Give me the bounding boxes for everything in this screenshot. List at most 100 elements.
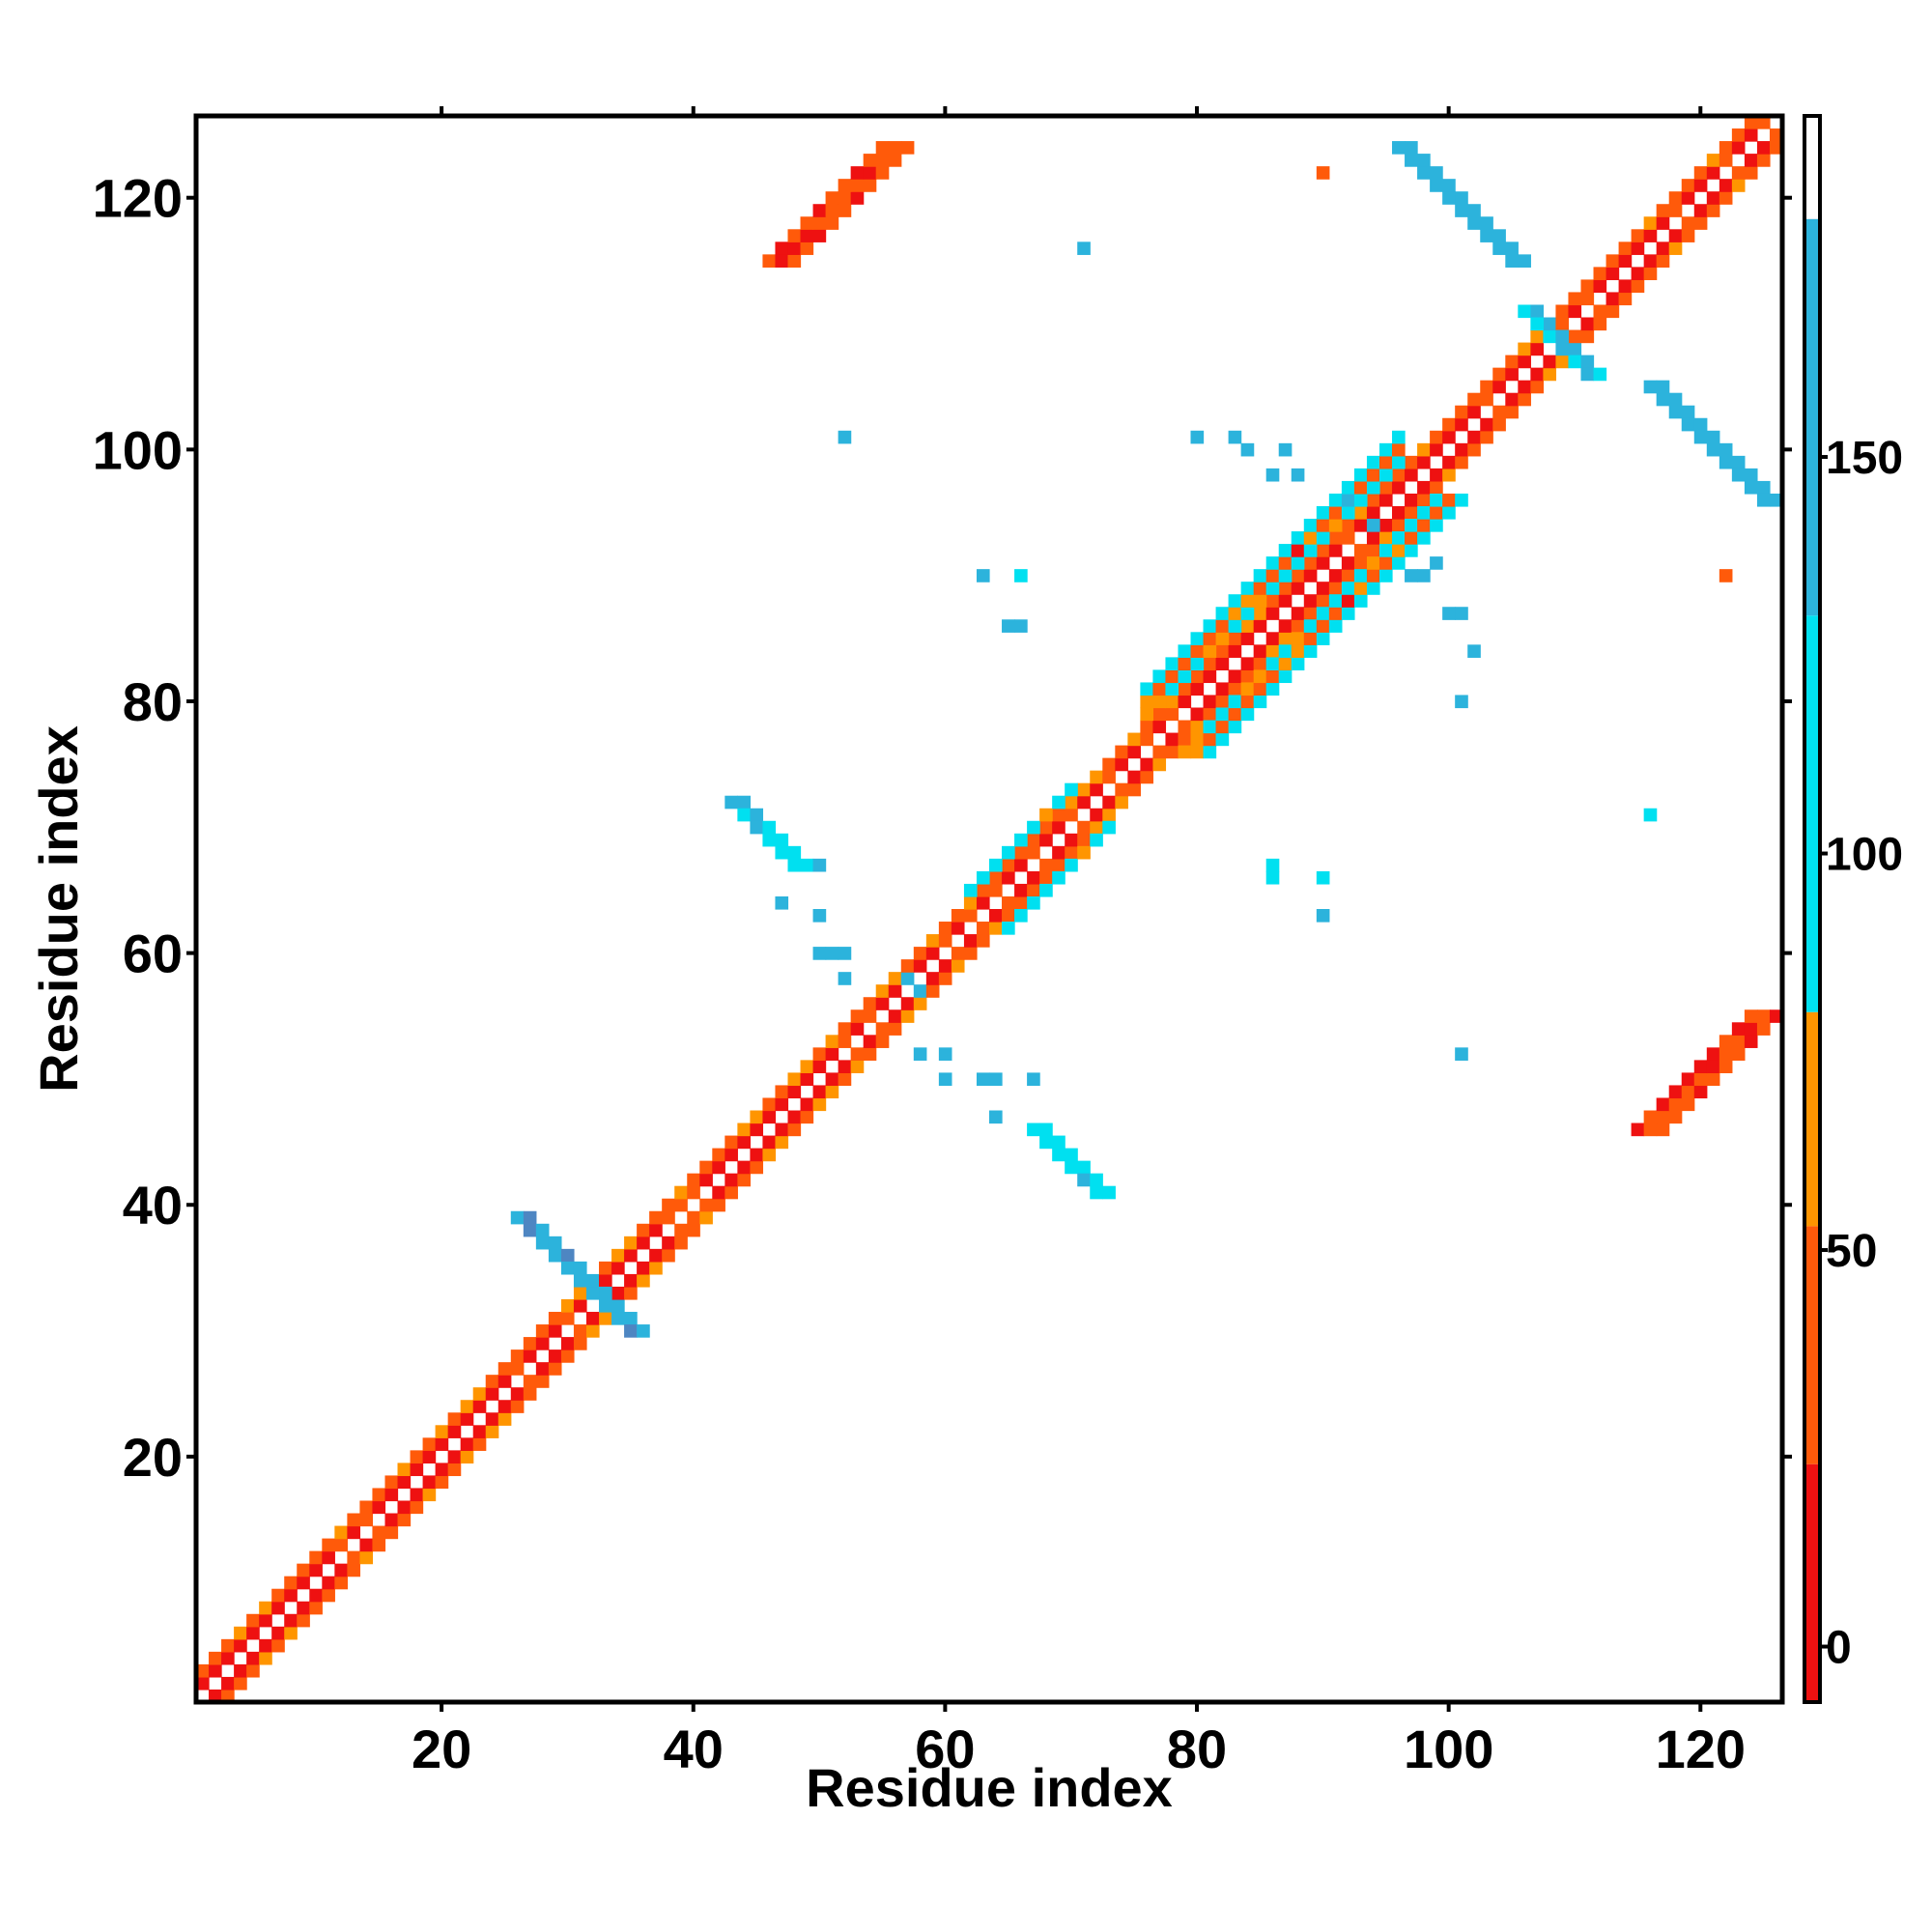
heatmap-cell: [372, 1538, 386, 1552]
heatmap-cell: [1480, 430, 1493, 444]
heatmap-cell: [624, 1312, 638, 1325]
heatmap-cell: [1278, 582, 1293, 595]
heatmap-cell: [1291, 644, 1305, 658]
heatmap-cell: [1719, 455, 1733, 469]
colorbar-band: [1804, 615, 1820, 1012]
heatmap-cell: [1681, 1097, 1695, 1112]
heatmap-cell: [1568, 292, 1582, 306]
heatmap-cell: [838, 1022, 852, 1036]
heatmap-cell: [1140, 720, 1154, 734]
heatmap-cell: [1039, 870, 1053, 885]
heatmap-cell: [1228, 669, 1242, 684]
heatmap-cell: [573, 1324, 587, 1338]
heatmap-cell: [800, 242, 814, 255]
heatmap-cell: [1328, 544, 1343, 557]
heatmap-cell: [1265, 858, 1280, 872]
heatmap-cell: [1203, 644, 1217, 658]
heatmap-cell: [1656, 254, 1670, 268]
heatmap-cell: [334, 1576, 348, 1590]
heatmap-cell: [334, 1525, 348, 1540]
heatmap-cell: [1102, 757, 1116, 772]
heatmap-cell: [1378, 531, 1393, 545]
heatmap-cell: [787, 845, 802, 860]
x-tick-label: 100: [1404, 1719, 1493, 1779]
heatmap-cell: [1467, 644, 1481, 658]
heatmap-cell: [1140, 770, 1154, 784]
heatmap-cell: [750, 808, 764, 822]
heatmap-cell: [1681, 216, 1695, 230]
heatmap-cell: [913, 997, 927, 1010]
heatmap-cell: [1366, 455, 1380, 469]
heatmap-cell: [611, 1286, 625, 1300]
heatmap-cell: [1492, 367, 1506, 382]
heatmap-cell: [472, 1387, 487, 1401]
heatmap-cell: [951, 922, 965, 935]
heatmap-cell: [1152, 682, 1167, 696]
heatmap-cell: [535, 1223, 550, 1237]
heatmap-cell: [1719, 191, 1733, 205]
heatmap-cell: [1366, 519, 1380, 532]
heatmap-cell: [359, 1550, 374, 1565]
heatmap-cell: [1291, 556, 1305, 570]
heatmap-cell: [523, 1223, 537, 1237]
heatmap-cell: [1378, 455, 1393, 469]
heatmap-cell: [1228, 594, 1242, 608]
heatmap-cell: [1265, 556, 1280, 570]
heatmap-cell: [560, 1261, 575, 1275]
heatmap-cell: [209, 1663, 222, 1678]
heatmap-cell: [460, 1450, 474, 1463]
heatmap-cell: [1706, 1072, 1720, 1087]
colorbar-tick-label: 0: [1826, 1623, 1852, 1674]
heatmap-cell: [938, 922, 952, 935]
heatmap-cell: [284, 1588, 298, 1603]
heatmap-cell: [1240, 695, 1255, 709]
heatmap-cell: [1353, 468, 1368, 482]
heatmap-cell: [1430, 505, 1443, 520]
heatmap-cell: [1668, 405, 1683, 419]
heatmap-cell: [1467, 405, 1481, 419]
heatmap-cell: [850, 191, 865, 205]
heatmap-cell: [888, 1009, 902, 1023]
heatmap-cell: [989, 883, 1003, 897]
heatmap-cell: [1240, 632, 1255, 645]
heatmap-cell: [1203, 732, 1217, 747]
heatmap-cell: [1430, 179, 1443, 192]
heatmap-cell: [1265, 682, 1280, 696]
heatmap-cell: [637, 1236, 650, 1250]
heatmap-cell: [1706, 154, 1720, 167]
heatmap-cell: [699, 1210, 713, 1225]
heatmap-cell: [1178, 682, 1192, 696]
heatmap-cell: [1065, 782, 1078, 797]
heatmap-cell: [1002, 845, 1015, 860]
heatmap-cell: [925, 934, 940, 948]
heatmap-cell: [1405, 455, 1418, 469]
heatmap-cell: [1203, 745, 1217, 759]
heatmap-cell: [1316, 531, 1330, 545]
x-tick-label: 80: [1167, 1719, 1227, 1779]
heatmap-cell: [825, 947, 839, 960]
heatmap-cell: [1027, 820, 1040, 835]
heatmap-cell: [762, 254, 777, 268]
heatmap-cell: [1668, 1097, 1683, 1112]
heatmap-cell: [913, 1047, 927, 1061]
heatmap-cell: [510, 1350, 525, 1363]
heatmap-cell: [1115, 745, 1128, 759]
heatmap-cell: [1656, 1110, 1670, 1124]
heatmap-cell: [1392, 519, 1406, 532]
heatmap-cell: [1378, 480, 1393, 495]
heatmap-cell: [1681, 179, 1695, 192]
heatmap-cell: [410, 1500, 424, 1515]
heatmap-cell: [1530, 342, 1544, 356]
heatmap-cell: [1618, 279, 1633, 294]
heatmap-cell: [1328, 594, 1343, 608]
heatmap-cell: [560, 1298, 575, 1313]
heatmap-cell: [1014, 619, 1028, 633]
heatmap-cell: [1366, 569, 1380, 582]
heatmap-cell: [1668, 242, 1683, 255]
heatmap-cell: [1681, 229, 1695, 242]
heatmap-cell: [435, 1425, 449, 1438]
heatmap-cell: [812, 1085, 827, 1099]
heatmap-cell: [1480, 380, 1493, 394]
heatmap-cell: [812, 204, 827, 217]
